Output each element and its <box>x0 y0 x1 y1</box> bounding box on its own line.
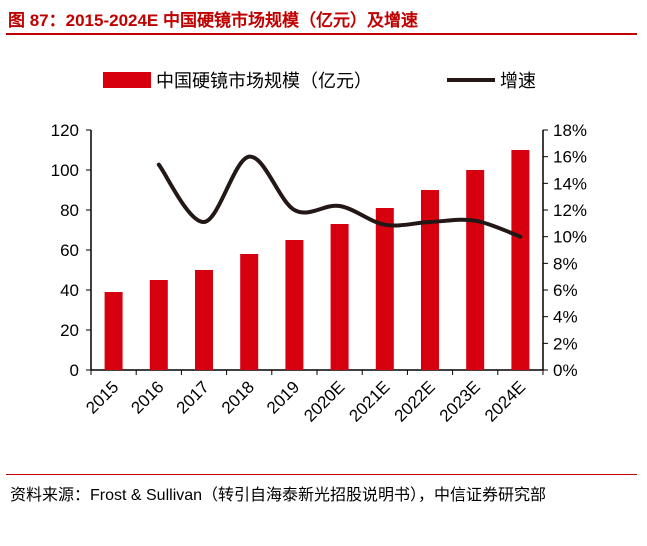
bar-2024E <box>511 150 530 370</box>
x-tick-label: 2017 <box>173 377 213 417</box>
bar-2023E <box>466 170 485 370</box>
bar-2019 <box>285 240 304 370</box>
right-tick-label: 14% <box>553 174 587 193</box>
right-tick-label: 16% <box>553 148 587 167</box>
right-tick-label: 10% <box>553 228 587 247</box>
title-rule <box>6 33 637 35</box>
legend-line-label: 增速 <box>500 71 536 91</box>
left-tick-label: 0 <box>70 361 79 380</box>
source-note: 资料来源：Frost & Sullivan（转引自海泰新光招股说明书），中信证券… <box>10 487 547 504</box>
x-tick-label: 2023E <box>436 377 484 425</box>
right-tick-label: 2% <box>553 334 578 353</box>
x-tick-label: 2016 <box>127 377 167 417</box>
left-tick-label: 120 <box>51 121 79 140</box>
bar-2021E <box>375 208 394 370</box>
x-tick-label: 2024E <box>481 377 529 425</box>
bar-2018 <box>240 254 259 370</box>
bar-2016 <box>149 280 168 370</box>
x-tick-label: 2021E <box>345 377 393 425</box>
x-tick-label: 2022E <box>391 377 439 425</box>
left-tick-label: 20 <box>60 321 79 340</box>
legend-bar-label: 中国硬镜市场规模（亿元） <box>156 71 372 91</box>
bar-2015 <box>104 292 123 370</box>
right-tick-label: 8% <box>553 254 578 273</box>
right-tick-label: 12% <box>553 201 587 220</box>
left-tick-label: 80 <box>60 201 79 220</box>
right-tick-label: 18% <box>553 121 587 140</box>
right-tick-label: 0% <box>553 361 578 380</box>
bar-2017 <box>195 270 213 370</box>
x-tick-label: 2020E <box>300 377 348 425</box>
footer-rule <box>6 474 637 475</box>
left-tick-label: 40 <box>60 281 79 300</box>
left-tick-label: 100 <box>51 161 79 180</box>
legend-bar-swatch <box>103 72 151 88</box>
bar-2022E <box>421 190 439 370</box>
right-tick-label: 6% <box>553 281 578 300</box>
growth-line <box>156 154 523 239</box>
left-tick-label: 60 <box>60 241 79 260</box>
x-tick-label: 2015 <box>82 377 122 417</box>
x-tick-label: 2019 <box>263 377 303 417</box>
bar-2020E <box>330 224 349 370</box>
x-tick-label: 2018 <box>218 377 258 417</box>
right-tick-label: 4% <box>553 308 578 327</box>
figure-title: 图 87：2015-2024E 中国硬镜市场规模（亿元）及增速 <box>8 11 418 30</box>
chart: 0 20 40 60 80 100 120 0% 2% 4% 6% 8% 10% 12% 14% 16% 18%… <box>51 71 587 426</box>
